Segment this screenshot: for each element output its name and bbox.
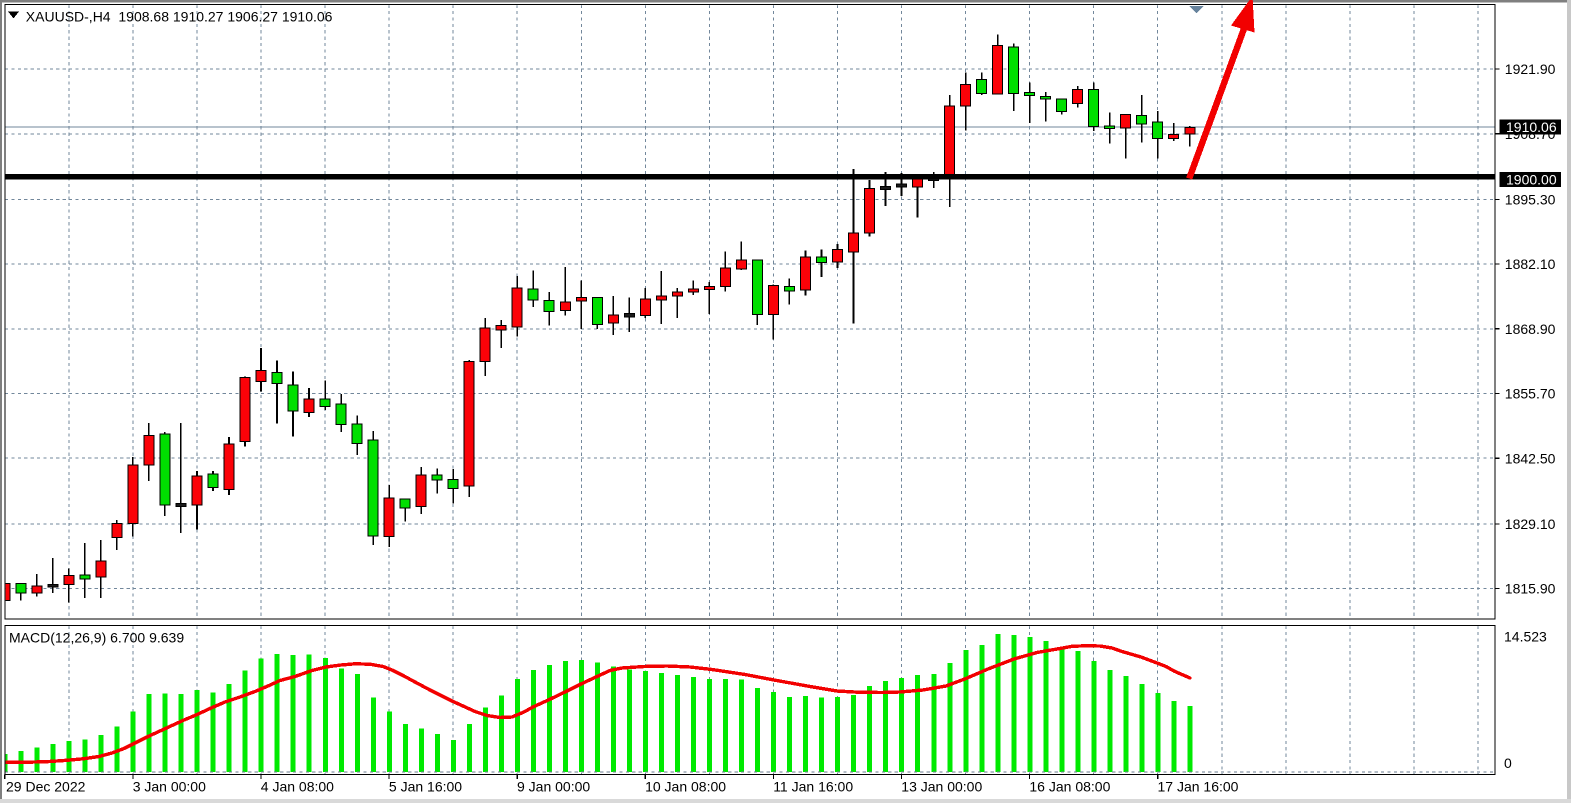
svg-text:1829.10: 1829.10	[1505, 516, 1556, 532]
svg-text:1815.90: 1815.90	[1505, 581, 1556, 597]
svg-text:1868.90: 1868.90	[1505, 321, 1556, 337]
svg-text:29 Dec 2022: 29 Dec 2022	[6, 779, 86, 795]
svg-text:1910.06: 1910.06	[1506, 119, 1557, 135]
svg-text:9 Jan 00:00: 9 Jan 00:00	[517, 779, 590, 795]
svg-text:1842.50: 1842.50	[1505, 450, 1556, 466]
svg-text:10 Jan 08:00: 10 Jan 08:00	[645, 779, 726, 795]
svg-text:0: 0	[1504, 755, 1512, 771]
svg-text:1855.70: 1855.70	[1505, 386, 1556, 402]
svg-text:4 Jan 08:00: 4 Jan 08:00	[261, 779, 334, 795]
svg-text:13 Jan 00:00: 13 Jan 00:00	[901, 779, 982, 795]
svg-text:11 Jan 16:00: 11 Jan 16:00	[773, 779, 853, 795]
svg-text:MACD(12,26,9) 6.700 9.639: MACD(12,26,9) 6.700 9.639	[9, 630, 184, 646]
svg-text:3 Jan 00:00: 3 Jan 00:00	[133, 779, 206, 795]
svg-text:XAUUSD-,H4 1908.68 1910.27 19: XAUUSD-,H4 1908.68 1910.27 1906.27 1910.…	[26, 9, 333, 25]
svg-text:14.523: 14.523	[1504, 629, 1547, 645]
svg-text:5 Jan 16:00: 5 Jan 16:00	[389, 779, 462, 795]
svg-text:17 Jan 16:00: 17 Jan 16:00	[1158, 779, 1239, 795]
svg-text:1882.10: 1882.10	[1505, 256, 1556, 272]
svg-text:1921.90: 1921.90	[1505, 61, 1556, 77]
svg-text:16 Jan 08:00: 16 Jan 08:00	[1029, 779, 1110, 795]
svg-text:1895.30: 1895.30	[1505, 192, 1556, 208]
svg-text:1900.00: 1900.00	[1506, 172, 1557, 188]
